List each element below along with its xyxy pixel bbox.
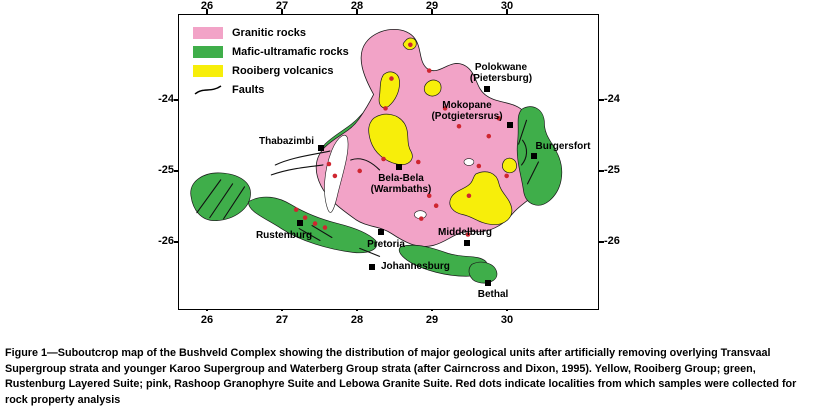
city-label: Thabazimbi (258, 136, 314, 147)
rooiberg-volcanics-swatch (193, 65, 223, 77)
city-name: Bela-Bela (378, 173, 424, 184)
city-marker (507, 122, 513, 128)
axis-tick-left--26: -26 (158, 235, 174, 247)
legend-item-faults: Faults (193, 84, 349, 96)
tickmark (506, 9, 508, 18)
figure-caption: Figure 1—Suboutcrop map of the Bushveld … (5, 347, 797, 406)
city-label: Bela-Bela (Warmbaths) (371, 173, 432, 195)
axis-tick-bottom-28: 28 (350, 314, 364, 326)
map-figure: 26 27 28 29 30 26 27 28 29 30 -24 -25 -2… (158, 0, 620, 326)
legend-label: Granitic rocks (232, 27, 306, 39)
city-marker (297, 220, 303, 226)
city-alt-name: (Potgietersrus) (431, 111, 503, 122)
fault-line-icon (194, 85, 222, 95)
city-marker (464, 240, 470, 246)
city-label: Rustenburg (255, 230, 313, 241)
city-marker (484, 86, 490, 92)
tickmark (595, 241, 604, 243)
city-name: Polokwane (474, 62, 528, 73)
geology-map (190, 28, 563, 284)
legend-item-mafic: Mafic-ultramafic rocks (193, 46, 349, 58)
axis-tick-right--24: -24 (604, 93, 620, 105)
city-label: Polokwane (Pietersburg) (470, 62, 532, 84)
city-alt-name: (Pietersburg) (469, 73, 533, 84)
axis-tick-top-30: 30 (500, 0, 514, 12)
tickmark (595, 170, 604, 172)
city-marker (369, 264, 375, 270)
tickmark (595, 99, 604, 101)
city-label: Mokopane (Potgietersrus) (431, 100, 502, 122)
axis-tick-top-28: 28 (350, 0, 364, 12)
map-inliers (324, 134, 475, 219)
tickmark (356, 9, 358, 18)
axis-tick-bottom-30: 30 (500, 314, 514, 326)
city-label: Pretoria (367, 239, 405, 250)
city-marker (531, 153, 537, 159)
rooiberg-unit (368, 37, 517, 225)
granitic-rocks-swatch (193, 27, 223, 39)
city-marker (485, 280, 491, 286)
fault-lines (196, 119, 539, 257)
city-label: Bethal (477, 289, 509, 300)
legend-label: Rooiberg volcanics (232, 65, 334, 77)
tickmark (206, 9, 208, 18)
sample-locality-dots (293, 42, 509, 237)
map-legend: Granitic rocks Mafic-ultramafic rocks Ro… (193, 27, 349, 103)
axis-tick-bottom-27: 27 (275, 314, 289, 326)
axis-tick-top-27: 27 (275, 0, 289, 12)
tickmark (431, 9, 433, 18)
tickmark (281, 9, 283, 18)
city-label: Burgersfort (535, 141, 591, 152)
city-marker (318, 145, 324, 151)
legend-item-rooiberg: Rooiberg volcanics (193, 65, 349, 77)
legend-item-granitic: Granitic rocks (193, 27, 349, 39)
legend-label: Mafic-ultramafic rocks (232, 46, 349, 58)
axis-tick-top-29: 29 (425, 0, 439, 12)
mafic-ultramafic-swatch (193, 46, 223, 58)
axis-tick-right--26: -26 (604, 235, 620, 247)
axis-tick-bottom-29: 29 (425, 314, 439, 326)
city-label: Johannesburg (381, 261, 450, 272)
city-marker (396, 164, 402, 170)
legend-label: Faults (232, 84, 265, 96)
mafic-ultramafic-unit-margins (398, 106, 563, 284)
axis-tick-left--25: -25 (158, 164, 174, 176)
axis-tick-top-26: 26 (200, 0, 214, 12)
city-name: Mokopane (442, 100, 492, 111)
axis-tick-bottom-26: 26 (200, 314, 214, 326)
axis-tick-right--25: -25 (604, 164, 620, 176)
axis-tick-left--24: -24 (158, 93, 174, 105)
city-alt-name: (Warmbaths) (370, 184, 432, 195)
city-label: Middelburg (438, 227, 492, 238)
city-marker (378, 229, 384, 235)
map-frame: Granitic rocks Mafic-ultramafic rocks Ro… (178, 14, 599, 310)
